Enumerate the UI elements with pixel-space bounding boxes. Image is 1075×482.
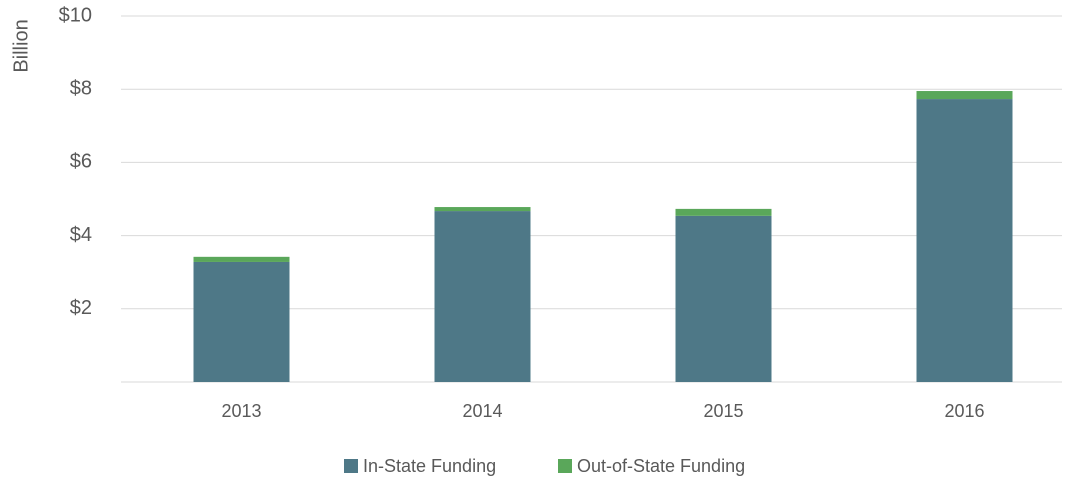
bar-segment <box>916 91 1013 100</box>
bar-segment <box>675 208 772 216</box>
y-tick-label: $6 <box>70 151 92 173</box>
legend-label: Out-of-State Funding <box>577 456 745 476</box>
bar-segment <box>434 211 531 382</box>
bar-segment <box>434 207 531 212</box>
y-axis-label: Billion <box>10 19 32 72</box>
bar-segment <box>916 99 1013 382</box>
bar-segment <box>193 256 290 262</box>
y-tick-label: $8 <box>70 77 92 99</box>
bar-segment <box>675 215 772 382</box>
legend-swatch <box>344 459 358 473</box>
legend-label: In-State Funding <box>363 456 496 476</box>
x-tick-label: 2014 <box>462 401 502 421</box>
bar-segment <box>193 261 290 382</box>
x-tick-label: 2013 <box>221 401 261 421</box>
x-tick-label: 2015 <box>703 401 743 421</box>
x-tick-label: 2016 <box>944 401 984 421</box>
y-tick-label: $10 <box>59 4 92 26</box>
y-tick-label: $4 <box>70 224 92 246</box>
y-tick-label: $2 <box>70 297 92 319</box>
legend-swatch <box>558 459 572 473</box>
